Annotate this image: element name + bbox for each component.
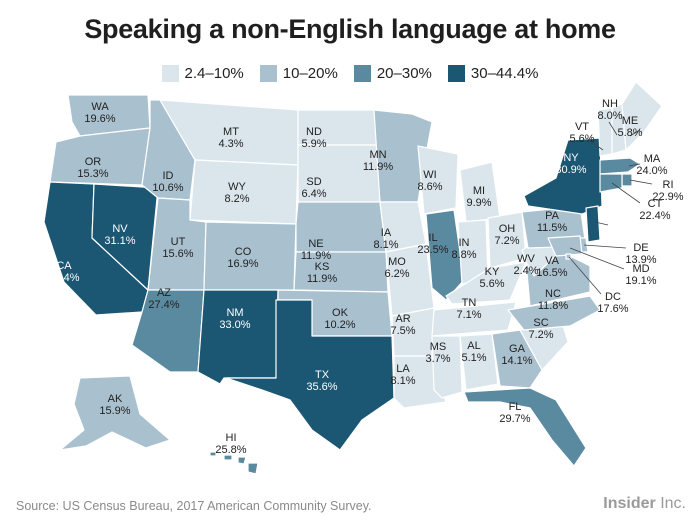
legend-item-tier-2: 20–30% [353, 65, 432, 82]
state-label-sc: SC 7.2% [528, 317, 553, 341]
state-label-wi: WI 8.6% [417, 169, 442, 193]
state-label-id: ID 10.6% [152, 170, 183, 194]
state-label-la: LA 8.1% [390, 363, 415, 387]
state-label-nd: ND 5.9% [301, 126, 326, 150]
state-label-mt: MT 4.3% [218, 126, 243, 150]
legend-label: 20–30% [376, 65, 432, 82]
state-label-ga: GA 14.1% [501, 343, 532, 367]
leader-line-ri [629, 179, 653, 185]
legend-label: 30–44.4% [470, 65, 539, 82]
brand-name: Insider [603, 495, 656, 512]
state-nj [585, 205, 601, 243]
state-tn [431, 301, 517, 337]
state-label-ri: RI 22.9% [652, 179, 683, 203]
leader-line-nj [594, 221, 609, 226]
state-label-nc: NC 11.8% [538, 288, 569, 312]
legend-label: 10–20% [282, 65, 338, 82]
state-label-nh: NH 8.0% [597, 98, 622, 122]
legend-swatch [353, 65, 371, 82]
legend-label: 2.4–10% [184, 65, 244, 82]
legend-item-tier-1: 10–20% [259, 65, 338, 82]
brand-suffix: Inc. [660, 495, 686, 512]
legend-item-tier-0: 2.4–10% [161, 65, 244, 82]
leader-line-nh [608, 121, 618, 136]
leader-line-md [569, 247, 625, 270]
state-wi [417, 145, 459, 215]
state-label-il: IL 23.5% [417, 232, 448, 256]
state-label-wy: WY 8.2% [224, 181, 249, 205]
state-label-va: VA 16.5% [536, 255, 567, 279]
state-label-ok: OK 10.2% [324, 307, 355, 331]
state-label-ks: KS 11.9% [307, 261, 338, 285]
source-note: Source: US Census Bureau, 2017 American … [16, 499, 372, 513]
leader-line-me [629, 129, 641, 137]
state-ga [491, 329, 543, 389]
state-md [547, 235, 583, 257]
state-label-tn: TN 7.1% [456, 297, 481, 321]
state-label-pa: PA 11.5% [537, 210, 568, 234]
state-label-nm: NM 33.0% [219, 307, 250, 331]
state-label-md: MD 19.1% [625, 263, 656, 287]
state-label-hi: HI 25.8% [215, 432, 246, 456]
state-label-mn: MN 11.9% [363, 149, 394, 173]
leader-line-ma [628, 163, 641, 167]
state-label-wv: WV 2.4% [513, 253, 538, 277]
state-ak [59, 375, 171, 451]
state-label-mo: MO 6.2% [384, 256, 409, 280]
state-label-mi: MI 9.9% [466, 185, 491, 209]
state-tx [225, 299, 395, 451]
state-label-de: DE 13.9% [625, 242, 656, 266]
state-ms [431, 335, 463, 399]
state-label-in: IN 8.8% [451, 237, 476, 261]
state-ny [523, 137, 603, 215]
state-label-ms: MS 3.7% [425, 341, 450, 365]
state-label-co: CO 16.9% [227, 246, 258, 270]
state-label-ct: CT 22.4% [639, 198, 670, 222]
legend-swatch [259, 65, 277, 82]
state-label-wa: WA 19.6% [84, 101, 115, 125]
state-label-ca: CA 44.4% [48, 260, 79, 284]
state-ky [445, 261, 527, 305]
state-label-sd: SD 6.4% [301, 176, 326, 200]
state-label-ne: NE 11.9% [301, 238, 332, 262]
state-label-ma: MA 24.0% [636, 153, 667, 177]
leader-line-de [583, 244, 627, 249]
legend-swatch [447, 65, 465, 82]
state-nc [507, 295, 601, 331]
state-al [459, 333, 499, 391]
state-label-ia: IA 8.1% [373, 227, 398, 251]
state-fl [463, 387, 587, 467]
state-nm [197, 289, 279, 385]
state-label-ak: AK 15.9% [99, 393, 130, 417]
legend: 2.4–10% 10–20% 20–30% 30–44.4% [0, 65, 700, 82]
leader-line-dc [568, 256, 602, 295]
state-label-nv: NV 31.1% [104, 223, 135, 247]
leader-line-ct [611, 182, 641, 204]
legend-swatch [161, 65, 179, 82]
state-label-vt: VT 5.6% [569, 121, 594, 145]
state-label-or: OR 15.3% [77, 156, 108, 180]
state-label-me: ME 5.8% [617, 115, 642, 139]
state-label-nj: NJ 31.8% [602, 220, 633, 244]
brand-logo: Insider Inc. [603, 495, 686, 513]
state-label-az: AZ 27.4% [148, 287, 179, 311]
state-label-tx: TX 35.6% [306, 369, 337, 393]
state-hi [209, 451, 259, 475]
state-label-al: AL 5.1% [461, 340, 486, 364]
leader-line-vt [588, 139, 604, 151]
state-label-oh: OH 7.2% [494, 223, 519, 247]
state-label-ut: UT 15.6% [162, 236, 193, 260]
legend-item-tier-3: 30–44.4% [447, 65, 539, 82]
map-title: Speaking a non-English language at home [84, 14, 616, 44]
state-ma [599, 157, 641, 175]
state-label-fl: FL 29.7% [499, 401, 530, 425]
state-me [621, 81, 663, 151]
state-label-ar: AR 7.5% [390, 313, 415, 337]
state-label-dc: DC 17.6% [597, 291, 628, 315]
state-ct [599, 173, 623, 193]
state-label-ny: NY 30.9% [555, 152, 586, 176]
state-label-ky: KY 5.6% [479, 266, 504, 290]
